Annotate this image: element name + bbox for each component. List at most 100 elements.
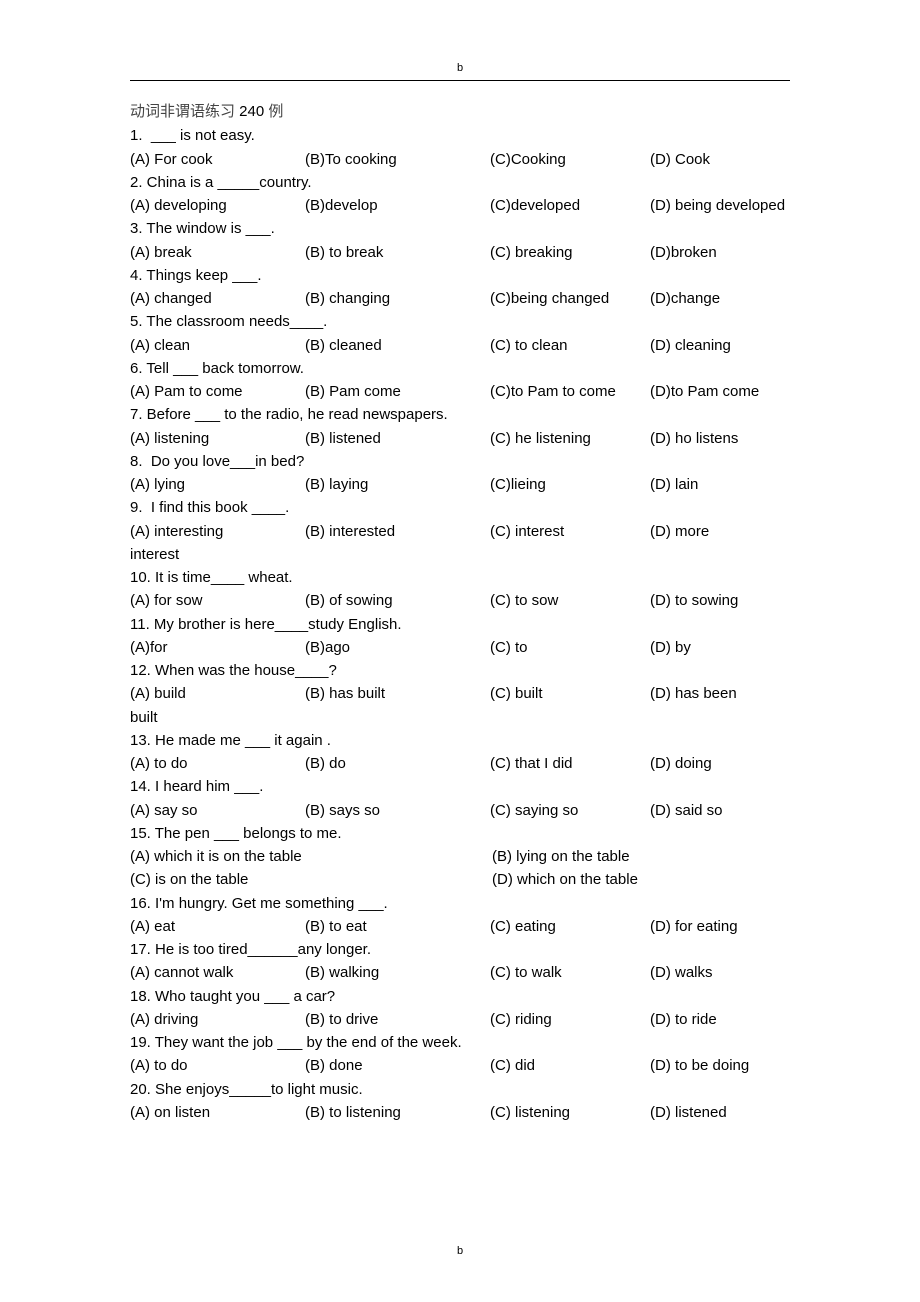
option-b: (B) do [305,752,490,775]
option-d: (D) for eating [650,915,790,938]
option-c: (C) is on the table [130,868,492,891]
option-d: (D)change [650,287,790,310]
page: b 动词非谓语练习 240 例 1. ___ is not easy.(A) F… [0,0,920,1302]
option-b: (B) Pam come [305,380,490,403]
question-stem: 11. My brother is here____study English. [130,613,790,636]
option-d: (D) to sowing [650,589,790,612]
option-b: (B) of sowing [305,589,490,612]
option-d: (D) Cook [650,148,790,171]
option-a: (A) clean [130,334,305,357]
option-b: (B) interested [305,520,490,543]
option-b: (B) listened [305,427,490,450]
option-a: (A) build [130,682,305,705]
option-d: (D) being developed [650,194,790,217]
option-c: (C) saying so [490,799,650,822]
question-stem: 16. I'm hungry. Get me something ___. [130,892,790,915]
option-a: (A) eat [130,915,305,938]
option-d: (D) to be doing [650,1054,790,1077]
option-a: (A) break [130,241,305,264]
option-row: (A) Pam to come(B) Pam come(C)to Pam to … [130,380,790,403]
option-row: (A) listening(B) listened(C) he listenin… [130,427,790,450]
question-stem: 9. I find this book ____. [130,496,790,519]
document-body: 动词非谓语练习 240 例 1. ___ is not easy.(A) For… [130,100,790,1124]
option-d: (D) walks [650,961,790,984]
option-a: (A) to do [130,1054,305,1077]
option-a: (A) which it is on the table [130,845,492,868]
option-row: (A) eat(B) to eat(C) eating(D) for eatin… [130,915,790,938]
option-row: (A) developing(B)develop(C)developed(D) … [130,194,790,217]
option-a: (A) For cook [130,148,305,171]
option-a: (A) listening [130,427,305,450]
question-stem: 15. The pen ___ belongs to me. [130,822,790,845]
option-c: (C) interest [490,520,650,543]
option-c: (C) built [490,682,650,705]
option-a: (A) to do [130,752,305,775]
questions-container: 1. ___ is not easy.(A) For cook(B)To coo… [130,124,790,1124]
option-d: (D) by [650,636,790,659]
option-row: (A) clean(B) cleaned(C) to clean(D) clea… [130,334,790,357]
question-stem: 3. The window is ___. [130,217,790,240]
option-c: (C) riding [490,1008,650,1031]
option-b: (B) to drive [305,1008,490,1031]
question-stem: 14. I heard him ___. [130,775,790,798]
option-c: (C) breaking [490,241,650,264]
option-row: (A) break(B) to break(C) breaking(D)brok… [130,241,790,264]
header-rule [130,80,790,81]
option-row: (C) is on the table(D) which on the tabl… [130,868,790,891]
option-c: (C) to clean [490,334,650,357]
option-b: (B) changing [305,287,490,310]
option-d: (D) more [650,520,790,543]
option-c: (C) did [490,1054,650,1077]
option-d: (D) cleaning [650,334,790,357]
question-stem: 13. He made me ___ it again . [130,729,790,752]
option-wrap-tail: built [130,706,790,729]
option-c: (C)lieing [490,473,650,496]
question-stem: 10. It is time____ wheat. [130,566,790,589]
option-row: (A) driving(B) to drive(C) riding(D) to … [130,1008,790,1031]
question-stem: 7. Before ___ to the radio, he read news… [130,403,790,426]
question-stem: 4. Things keep ___. [130,264,790,287]
option-d: (D) doing [650,752,790,775]
option-c: (C) to sow [490,589,650,612]
option-a: (A) driving [130,1008,305,1031]
option-d: (D) lain [650,473,790,496]
option-row: (A) interesting(B) interested(C) interes… [130,520,790,543]
option-b: (B)ago [305,636,490,659]
option-b: (B) walking [305,961,490,984]
option-c: (C)developed [490,194,650,217]
option-b: (B) laying [305,473,490,496]
option-d: (D)broken [650,241,790,264]
option-row: (A) on listen(B) to listening(C) listeni… [130,1101,790,1124]
option-c: (C) that I did [490,752,650,775]
option-a: (A) on listen [130,1101,305,1124]
option-c: (C)Cooking [490,148,650,171]
option-c: (C) listening [490,1101,650,1124]
option-d: (D) listened [650,1101,790,1124]
option-c: (C) eating [490,915,650,938]
title-line: 动词非谓语练习 240 例 [130,100,790,124]
option-d: (D) has been [650,682,790,705]
question-stem: 2. China is a _____country. [130,171,790,194]
option-row: (A) build(B) has built(C) built(D) has b… [130,682,790,705]
option-row: (A) say so(B) says so(C) saying so(D) sa… [130,799,790,822]
question-stem: 20. She enjoys_____to light music. [130,1078,790,1101]
option-b: (B) to break [305,241,490,264]
option-row: (A) lying(B) laying(C)lieing(D) lain [130,473,790,496]
question-stem: 19. They want the job ___ by the end of … [130,1031,790,1054]
option-a: (A) say so [130,799,305,822]
option-a: (A) for sow [130,589,305,612]
option-row: (A) for sow(B) of sowing(C) to sow(D) to… [130,589,790,612]
option-b: (B) cleaned [305,334,490,357]
option-wrap-tail: interest [130,543,790,566]
option-b: (B)To cooking [305,148,490,171]
option-b: (B) says so [305,799,490,822]
option-a: (A) interesting [130,520,305,543]
question-stem: 12. When was the house____? [130,659,790,682]
option-a: (A) cannot walk [130,961,305,984]
option-c: (C)being changed [490,287,650,310]
option-b: (B) to eat [305,915,490,938]
option-c: (C) to [490,636,650,659]
option-a: (A) changed [130,287,305,310]
question-stem: 5. The classroom needs____. [130,310,790,333]
option-c: (C) he listening [490,427,650,450]
